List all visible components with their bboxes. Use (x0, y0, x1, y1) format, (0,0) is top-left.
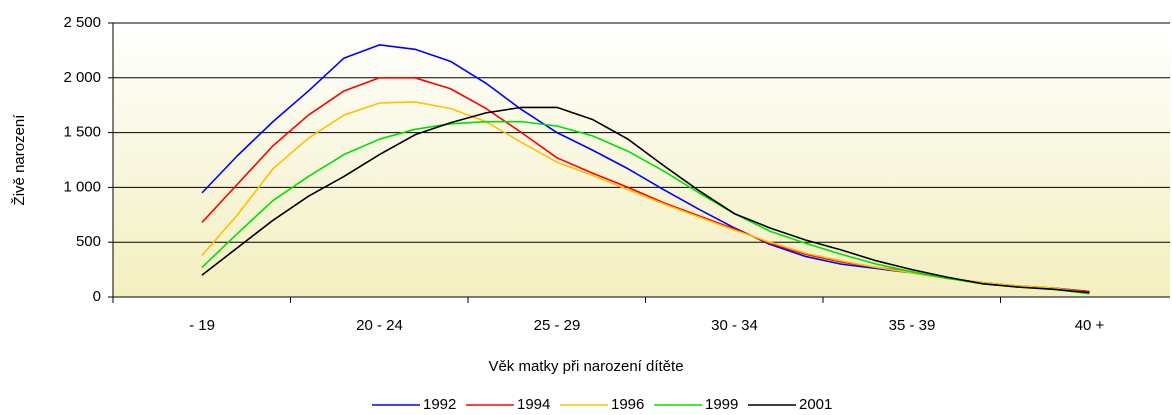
y-tick-label: 0 (93, 288, 101, 305)
x-tick-label: 25 - 29 (534, 317, 581, 334)
x-tick-label: 30 - 34 (711, 317, 758, 334)
x-tick-label: 20 - 24 (356, 317, 403, 334)
legend-label: 2001 (799, 396, 832, 413)
plot-area (113, 23, 1170, 297)
y-tick-label: 2 500 (63, 14, 101, 31)
y-tick-label: 1 000 (63, 178, 101, 195)
x-tick-label: 40 + (1075, 317, 1105, 334)
y-tick-label: 2 000 (63, 69, 101, 86)
legend-label: 1994 (517, 396, 550, 413)
x-axis-title: Věk matky při narození dítěte (488, 358, 683, 375)
y-axis-title: Živě narození (11, 114, 28, 206)
series-line (201, 106, 1090, 294)
x-tick-label: 35 - 39 (889, 317, 936, 334)
x-tick-label: - 19 (189, 317, 215, 334)
legend-label: 1992 (423, 396, 456, 413)
legend-label: 1996 (611, 396, 644, 413)
series-line (201, 120, 1090, 295)
y-tick-label: 1 500 (63, 124, 101, 141)
legend-label: 1999 (705, 396, 738, 413)
y-tick-label: 500 (76, 233, 101, 250)
